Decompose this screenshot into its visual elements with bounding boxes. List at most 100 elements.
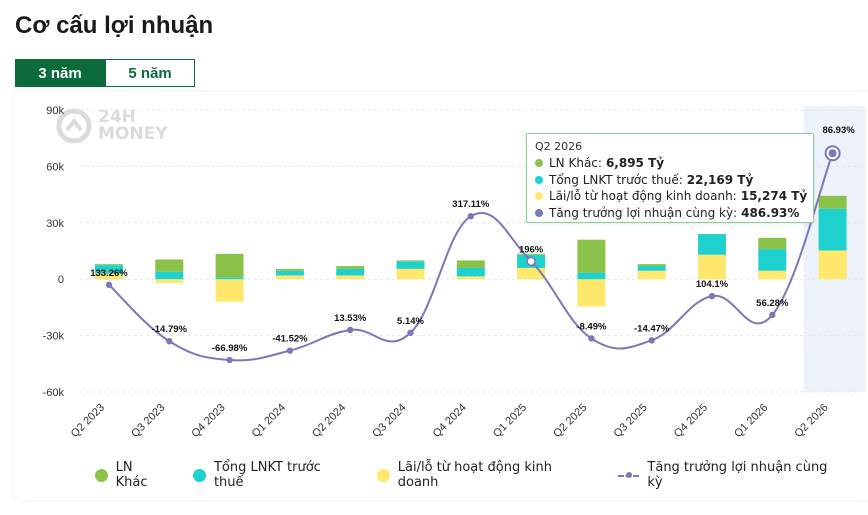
legend-label-lai-lo: Lãi/lỗ từ hoạt động kinh doanh [397, 460, 552, 490]
bar-segment [456, 276, 485, 280]
legend-item-ln-khac[interactable]: LN Khác [95, 460, 167, 490]
growth-point [828, 149, 837, 158]
growth-point [588, 335, 595, 342]
bar-segment [396, 260, 425, 262]
bar-segment [698, 234, 726, 255]
tooltip-label-growth: Tăng trưởng lợi nhuận cùng kỳ: [549, 205, 738, 220]
bar-segment [818, 195, 847, 209]
x-tick-label: Q1 2025 [491, 402, 529, 440]
chart-tooltip: Q2 2026 LN Khác: 6,895 Tỷ Tổng LNKT trướ… [526, 133, 814, 223]
tooltip-dot-growth [535, 208, 543, 217]
tab-3-years[interactable]: 3 năm [15, 59, 105, 87]
growth-point [769, 311, 776, 319]
growth-point [286, 347, 294, 354]
legend-dot-lnkt [193, 468, 206, 482]
bar-segment [275, 268, 304, 271]
growth-point-label: 86.93% [822, 125, 855, 136]
growth-point-label: 196% [519, 244, 544, 255]
y-tick-label: 0 [58, 274, 64, 286]
bar-segment [637, 266, 666, 271]
bar-segment [517, 267, 546, 280]
growth-point-label: -14.47% [634, 323, 670, 334]
bar-segment [396, 261, 425, 269]
bar-segment [456, 267, 485, 277]
bar-segment [758, 237, 787, 250]
tooltip-value-ln-khac: 6,895 Tỷ [605, 156, 665, 171]
x-tick-label: Q2 2025 [551, 402, 589, 440]
growth-point [407, 329, 414, 336]
bar-segment [758, 249, 787, 271]
x-tick-label: Q3 2025 [611, 402, 649, 440]
bar-segment [456, 260, 485, 268]
growth-point-label: 104.1% [696, 279, 729, 290]
growth-point [648, 337, 655, 344]
tooltip-value-lai-lo: 15,274 Tỷ [740, 189, 808, 204]
bar-segment [818, 250, 847, 280]
bar-segment [637, 270, 666, 280]
legend-item-lai-lo[interactable]: Lãi/lỗ từ hoạt động kinh doanh [377, 460, 592, 490]
tooltip-dot-ln-khac [535, 159, 543, 168]
x-tick-label: Q2 2023 [69, 402, 107, 440]
y-tick-label: -60k [43, 387, 65, 399]
tooltip-label-lai-lo: Lãi/lỗ từ hoạt động kinh doanh: [549, 189, 737, 204]
legend-item-growth[interactable]: Tăng trưởng lợi nhuận cùng kỳ [617, 460, 842, 490]
tab-5-years[interactable]: 5 năm [105, 59, 195, 87]
growth-point-label: 13.53% [334, 313, 367, 324]
legend-label-growth: Tăng trưởng lợi nhuận cùng kỳ [647, 460, 828, 490]
growth-point [526, 256, 536, 267]
range-tabs: 3 năm 5 năm [15, 59, 195, 87]
growth-point-label: 317.11% [452, 199, 490, 210]
bar-segment [155, 259, 184, 272]
tooltip-row-lai-lo: Lãi/lỗ từ hoạt động kinh doanh: 15,274 T… [535, 188, 808, 205]
legend-item-lnkt[interactable]: Tổng LNKT trước thuế [193, 460, 351, 490]
x-tick-label: Q2 2024 [310, 402, 348, 440]
bar-segment [336, 266, 365, 269]
growth-point-label: 133.26% [90, 268, 128, 279]
x-tick-label: Q4 2024 [431, 402, 469, 440]
growth-point [166, 338, 173, 345]
growth-point [467, 213, 474, 220]
y-tick-label: 30k [46, 218, 64, 230]
page-title: Cơ cấu lợi nhuận [15, 12, 214, 39]
watermark-line1: 24H [98, 107, 136, 127]
bar-segment [577, 272, 606, 280]
tooltip-label-lnkt: Tổng LNKT trước thuế: [549, 172, 683, 187]
growth-point [226, 356, 233, 364]
growth-line [108, 152, 834, 362]
tooltip-title: Q2 2026 [535, 140, 583, 153]
bar-segment [215, 277, 244, 280]
legend-label-ln-khac: LN Khác [115, 460, 148, 490]
bar-segment [336, 275, 365, 280]
growth-point-label: 56.28% [756, 298, 789, 309]
bar-segment [336, 268, 365, 276]
tooltip-value-lnkt: 22,169 Tỷ [686, 172, 754, 187]
tooltip-dot-lnkt [535, 175, 543, 184]
x-tick-label: Q1 2026 [732, 402, 770, 440]
legend-line-growth [617, 469, 640, 481]
chart-legend: LN Khác Tổng LNKT trước thuế Lãi/lỗ từ h… [95, 460, 868, 490]
bar-segment [637, 264, 666, 267]
tooltip-label-ln-khac: LN Khác: [549, 156, 602, 171]
x-tick-label: Q1 2024 [250, 402, 288, 440]
legend-label-lnkt: Tổng LNKT trước thuế [213, 460, 321, 490]
legend-dot-lai-lo [377, 468, 390, 482]
bar-segment [155, 279, 184, 283]
bar-segment [758, 270, 787, 280]
bar-segment [155, 271, 184, 280]
x-tick-label: Q3 2023 [129, 402, 167, 440]
x-tick-label: Q3 2024 [370, 402, 408, 440]
growth-point [347, 326, 354, 334]
bar-segment [215, 279, 244, 302]
bar-segment [215, 253, 244, 278]
bar-segment [698, 254, 726, 280]
x-tick-label: Q4 2023 [189, 402, 227, 440]
growth-point-label: 5.14% [397, 316, 424, 327]
watermark-logo: 24H MONEY [56, 108, 168, 144]
x-tick-label: Q4 2025 [672, 402, 710, 440]
bar-segment [95, 273, 123, 280]
bar-segment [517, 253, 546, 255]
legend-dot-ln-khac [95, 468, 108, 482]
growth-point-label: -14.79% [152, 324, 188, 335]
tooltip-dot-lai-lo [535, 192, 543, 201]
